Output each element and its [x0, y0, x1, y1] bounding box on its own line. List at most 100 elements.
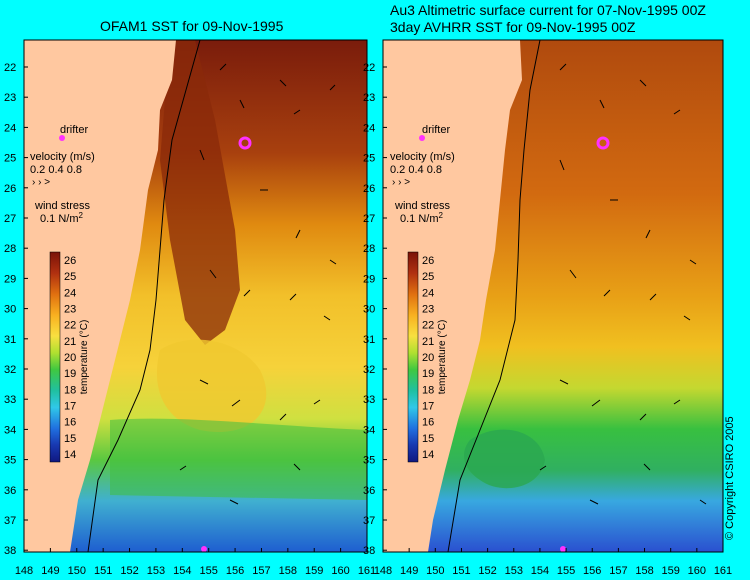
longitude-tick-label: 159: [662, 565, 680, 577]
latitude-tick-label: 28: [4, 243, 16, 255]
latitude-tick-label: 32: [363, 364, 375, 376]
colorbars: 26 25 24 23 22 21 20 19 18 17 16 15 14 temperature (°…: [49, 251, 448, 463]
colorbar-tick-label: 22: [64, 320, 76, 332]
colorbar-tick-label: 16: [422, 417, 434, 429]
left-eac-warm-tongue: [160, 40, 240, 345]
colorbar-tick-label: 14: [422, 449, 434, 461]
latitude-tick-label: 35: [363, 455, 375, 467]
longitude-tick-label: 149: [400, 565, 418, 577]
longitude-tick-label: 156: [583, 565, 601, 577]
longitude-tick-label: 150: [68, 565, 86, 577]
colorbar-tick-label: 26: [64, 255, 76, 267]
colorbar-tick-label: 25: [64, 271, 76, 283]
latitude-tick-label: 33: [4, 394, 16, 406]
colorbar-tick-label: 14: [64, 449, 76, 461]
latitude-tick-label: 24: [363, 122, 375, 134]
right-shelf-contour: [447, 40, 541, 552]
latitude-tick-label: 36: [363, 485, 375, 497]
colorbar-tick-label: 18: [64, 384, 76, 396]
colorbar-tick-label: 15: [422, 433, 434, 445]
longitude-tick-label: 155: [557, 565, 575, 577]
left-land: [24, 40, 176, 552]
latitude-tick-label: 29: [363, 273, 375, 285]
right-velocity-values: 0.2 0.4 0.8: [390, 164, 442, 176]
longitude-tick-label: 150: [426, 565, 444, 577]
left-cool-band: [110, 418, 367, 500]
latitude-tick-label: 31: [4, 334, 16, 346]
colorbar-tick-label: 19: [422, 368, 434, 380]
latitude-tick-label: 37: [4, 515, 16, 527]
left-warm-eddy: [156, 339, 267, 432]
latitude-tick-label: 26: [363, 183, 375, 195]
latitude-tick-label: 27: [363, 213, 375, 225]
longitude-tick-label: 149: [41, 565, 59, 577]
latitude-tick-label: 33: [363, 394, 375, 406]
right-drifter-legend-dot: [419, 135, 425, 141]
longitude-tick-label: 154: [531, 565, 549, 577]
left-drifter-legend-dot: [59, 135, 65, 141]
longitude-tick-label: 161: [714, 565, 732, 577]
right-legend: drifter velocity (m/s) 0.2 0.4 0.8 › › >…: [390, 124, 455, 225]
latitude-tick-label: 38: [4, 545, 16, 557]
latitude-tick-label: 37: [363, 515, 375, 527]
right-wind-value-main: 0.1 N/m: [400, 213, 439, 225]
right-panel-frame: [382, 39, 724, 553]
colorbar-tick-label: 24: [64, 287, 76, 299]
longitude-tick-label: 161: [358, 565, 376, 577]
colorbar-tick-label: 21: [422, 336, 434, 348]
colorbar-tick-label: 24: [422, 287, 434, 299]
latitude-tick-label: 28: [363, 243, 375, 255]
longitude-tick-label: 155: [200, 565, 218, 577]
longitude-tick-label: 160: [688, 565, 706, 577]
left-panel-title: OFAM1 SST for 09-Nov-1995: [100, 18, 283, 35]
left-velocity-arrows: [179, 63, 337, 505]
latitude-tick-label: 24: [4, 122, 16, 134]
colorbar-tick-label: 20: [422, 352, 434, 364]
right-cool-eddy: [464, 429, 545, 489]
left-velocity-label: velocity (m/s): [30, 151, 95, 163]
left-map-panel: [24, 40, 367, 552]
right-panel-title: Au3 Altimetric surface current for 07-No…: [390, 2, 706, 36]
colorbar-label: temperature (°C): [79, 320, 90, 395]
longitude-tick-label: 152: [120, 565, 138, 577]
latitude-tick-label: 32: [4, 364, 16, 376]
left-title-line: OFAM1 SST for 09-Nov-1995: [100, 18, 284, 34]
longitude-tick-label: 153: [147, 565, 165, 577]
latitude-tick-label: 30: [4, 304, 16, 316]
longitude-tick-label: 159: [305, 565, 323, 577]
longitude-tick-label: 148: [374, 565, 392, 577]
right-drifter-track: [596, 136, 610, 150]
longitude-tick-label: 158: [279, 565, 297, 577]
left-velocity-values: 0.2 0.4 0.8: [30, 164, 82, 176]
latitude-tick-label: 25: [4, 153, 16, 165]
left-wind-superscript: 2: [79, 211, 84, 220]
latitude-tick-label: 29: [4, 273, 16, 285]
copyright-notice: © Copyright CSIRO 2005: [724, 416, 736, 540]
right-wind-superscript: 2: [439, 211, 444, 220]
colorbar-tick-label: 23: [422, 304, 434, 316]
latitude-tick-label: 22: [4, 62, 16, 74]
colorbar-tick-label: 21: [64, 336, 76, 348]
colorbar-tick-label: 20: [64, 352, 76, 364]
right-drifter-label: drifter: [422, 124, 450, 136]
latitude-tick-label: 23: [4, 92, 16, 104]
left-wind-value-main: 0.1 N/m: [40, 213, 79, 225]
colorbar-tick-label: 22: [422, 320, 434, 332]
longitude-tick-label: 153: [505, 565, 523, 577]
colorbar-tick-label: 16: [64, 417, 76, 429]
right-velocity-label: velocity (m/s): [390, 151, 455, 163]
right-wind-label: wind stress: [394, 200, 451, 212]
left-wind-value: 0.1 N/m2: [40, 211, 84, 225]
latitude-tick-label: 35: [4, 455, 16, 467]
left-shelf-contour: [87, 40, 201, 552]
right-drifter-marker: [560, 546, 566, 552]
colorbar: [407, 251, 419, 463]
longitude-tick-label: 156: [226, 565, 244, 577]
left-drifter-track: [238, 136, 252, 150]
latitude-tick-label: 36: [4, 485, 16, 497]
left-wind-label: wind stress: [34, 200, 91, 212]
latitude-tick-label: 26: [4, 183, 16, 195]
colorbar-tick-label: 26: [422, 255, 434, 267]
longitude-tick-label: 154: [173, 565, 191, 577]
